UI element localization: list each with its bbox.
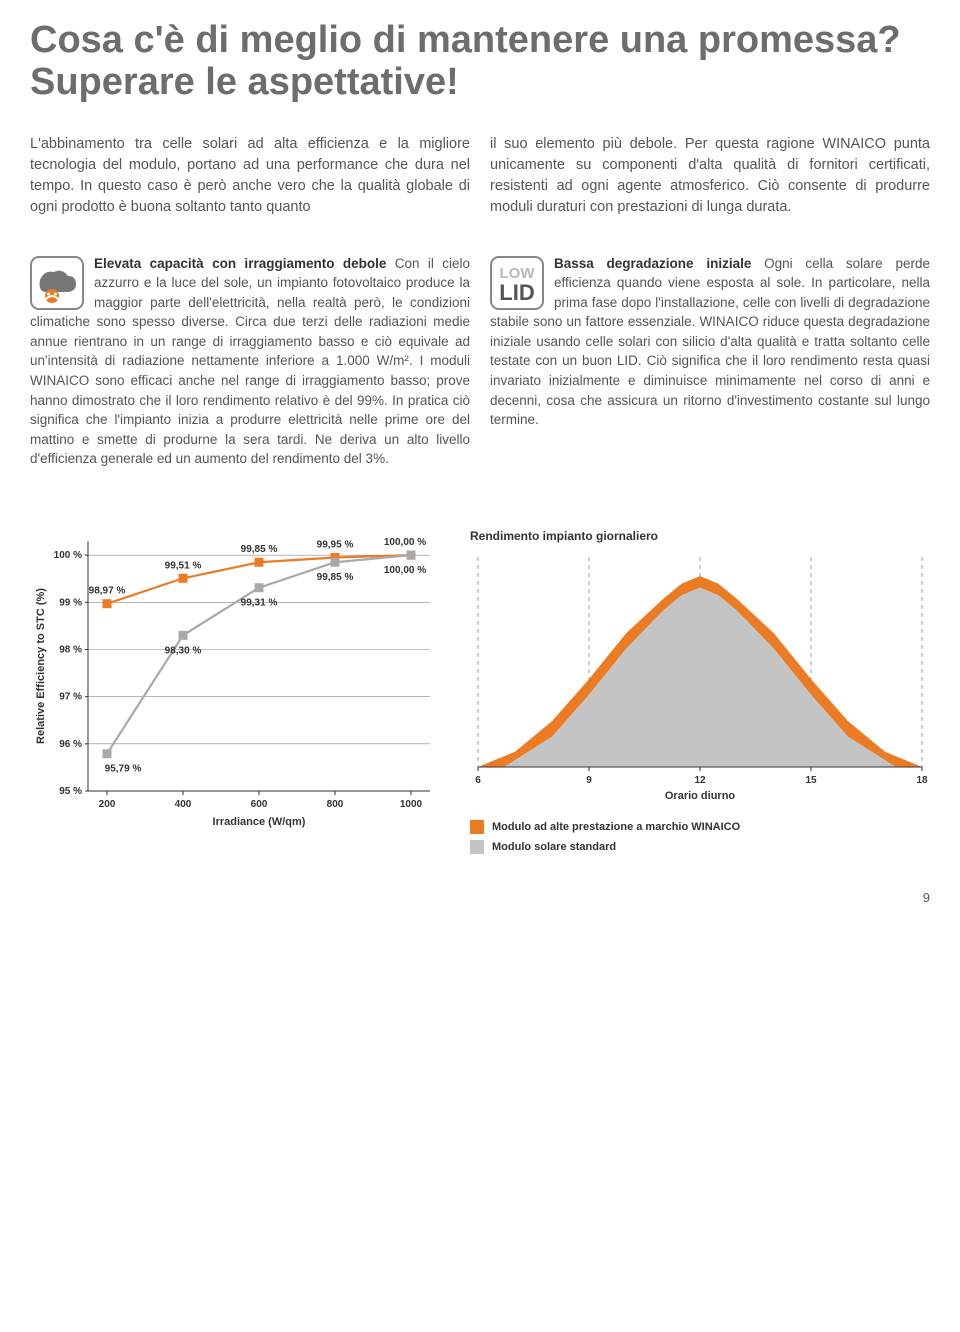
feature-left: Elevata capacità con irraggiamento debol… — [30, 254, 470, 469]
svg-text:97 %: 97 % — [59, 692, 82, 703]
charts-row: 95 % 96 % 97 % 98 % 99 % 100 % 200 400 600 800 100… — [30, 529, 930, 860]
svg-text:Orario diurno: Orario diurno — [665, 790, 736, 801]
svg-text:99,51 %: 99,51 % — [165, 560, 202, 571]
legend-gray: Modulo solare standard — [470, 840, 930, 854]
cloud-sun-icon — [30, 256, 84, 310]
legend-gray-label: Modulo solare standard — [492, 841, 616, 853]
svg-text:100 %: 100 % — [54, 550, 82, 561]
daily-chart: Rendimento impianto giornaliero 6 9 12 15 18… — [470, 529, 930, 860]
svg-text:18: 18 — [916, 775, 928, 786]
feature-left-title: Elevata capacità con irraggiamento debol… — [94, 256, 386, 271]
svg-text:12: 12 — [694, 775, 706, 786]
page-headline: Cosa c'è di meglio di mantenere una prom… — [30, 20, 930, 104]
efficiency-chart-svg: 95 % 96 % 97 % 98 % 99 % 100 % 200 400 600 800 100… — [30, 529, 440, 829]
intro-right: il suo elemento più debole. Per questa r… — [490, 134, 930, 218]
legend-orange: Modulo ad alte prestazione a marchio WIN… — [470, 820, 930, 834]
legend-orange-label: Modulo ad alte prestazione a marchio WIN… — [492, 821, 740, 833]
svg-text:400: 400 — [175, 799, 192, 810]
svg-text:800: 800 — [327, 799, 344, 810]
features-row: Elevata capacità con irraggiamento debol… — [30, 254, 930, 469]
intro-left: L'abbinamento tra celle solari ad alta e… — [30, 134, 470, 218]
svg-text:98,30 %: 98,30 % — [165, 645, 202, 656]
feature-right: LOW LID Bassa degradazione iniziale Ogni… — [490, 254, 930, 469]
legend-gray-swatch — [470, 840, 484, 854]
svg-text:Relative Efficiency to STC (%): Relative Efficiency to STC (%) — [35, 588, 47, 744]
svg-text:99,95 %: 99,95 % — [317, 539, 354, 550]
svg-text:99,85 %: 99,85 % — [241, 544, 278, 555]
svg-text:9: 9 — [586, 775, 592, 786]
svg-text:95,79 %: 95,79 % — [105, 764, 142, 775]
legend-orange-swatch — [470, 820, 484, 834]
svg-text:99 %: 99 % — [59, 597, 82, 608]
svg-text:6: 6 — [475, 775, 481, 786]
page-number: 9 — [30, 890, 930, 905]
svg-text:95 %: 95 % — [59, 786, 82, 797]
svg-text:1000: 1000 — [400, 799, 423, 810]
feature-right-title: Bassa degradazione iniziale — [554, 256, 751, 271]
feature-right-body: Ogni cella solare perde efficienza quand… — [490, 256, 930, 428]
svg-text:96 %: 96 % — [59, 739, 82, 750]
daily-chart-svg: 6 9 12 15 18 Orario diurno — [470, 551, 930, 801]
daily-chart-title: Rendimento impianto giornaliero — [470, 529, 930, 543]
svg-text:100,00 %: 100,00 % — [384, 565, 426, 576]
svg-text:600: 600 — [251, 799, 268, 810]
svg-text:98 %: 98 % — [59, 644, 82, 655]
efficiency-chart: 95 % 96 % 97 % 98 % 99 % 100 % 200 400 600 800 100… — [30, 529, 440, 834]
intro-columns: L'abbinamento tra celle solari ad alta e… — [30, 134, 930, 218]
svg-text:99,31 %: 99,31 % — [241, 598, 278, 609]
low-lid-icon: LOW LID — [490, 256, 544, 310]
svg-text:Irradiance (W/qm): Irradiance (W/qm) — [213, 816, 306, 828]
svg-text:100,00 %: 100,00 % — [384, 537, 426, 548]
feature-left-body: Con il cielo azzurro e la luce del sole,… — [30, 256, 470, 467]
legend: Modulo ad alte prestazione a marchio WIN… — [470, 820, 930, 854]
svg-text:200: 200 — [99, 799, 116, 810]
svg-text:98,97 %: 98,97 % — [89, 586, 126, 597]
svg-text:99,85 %: 99,85 % — [317, 572, 354, 583]
svg-text:15: 15 — [805, 775, 817, 786]
svg-text:LID: LID — [499, 280, 534, 305]
